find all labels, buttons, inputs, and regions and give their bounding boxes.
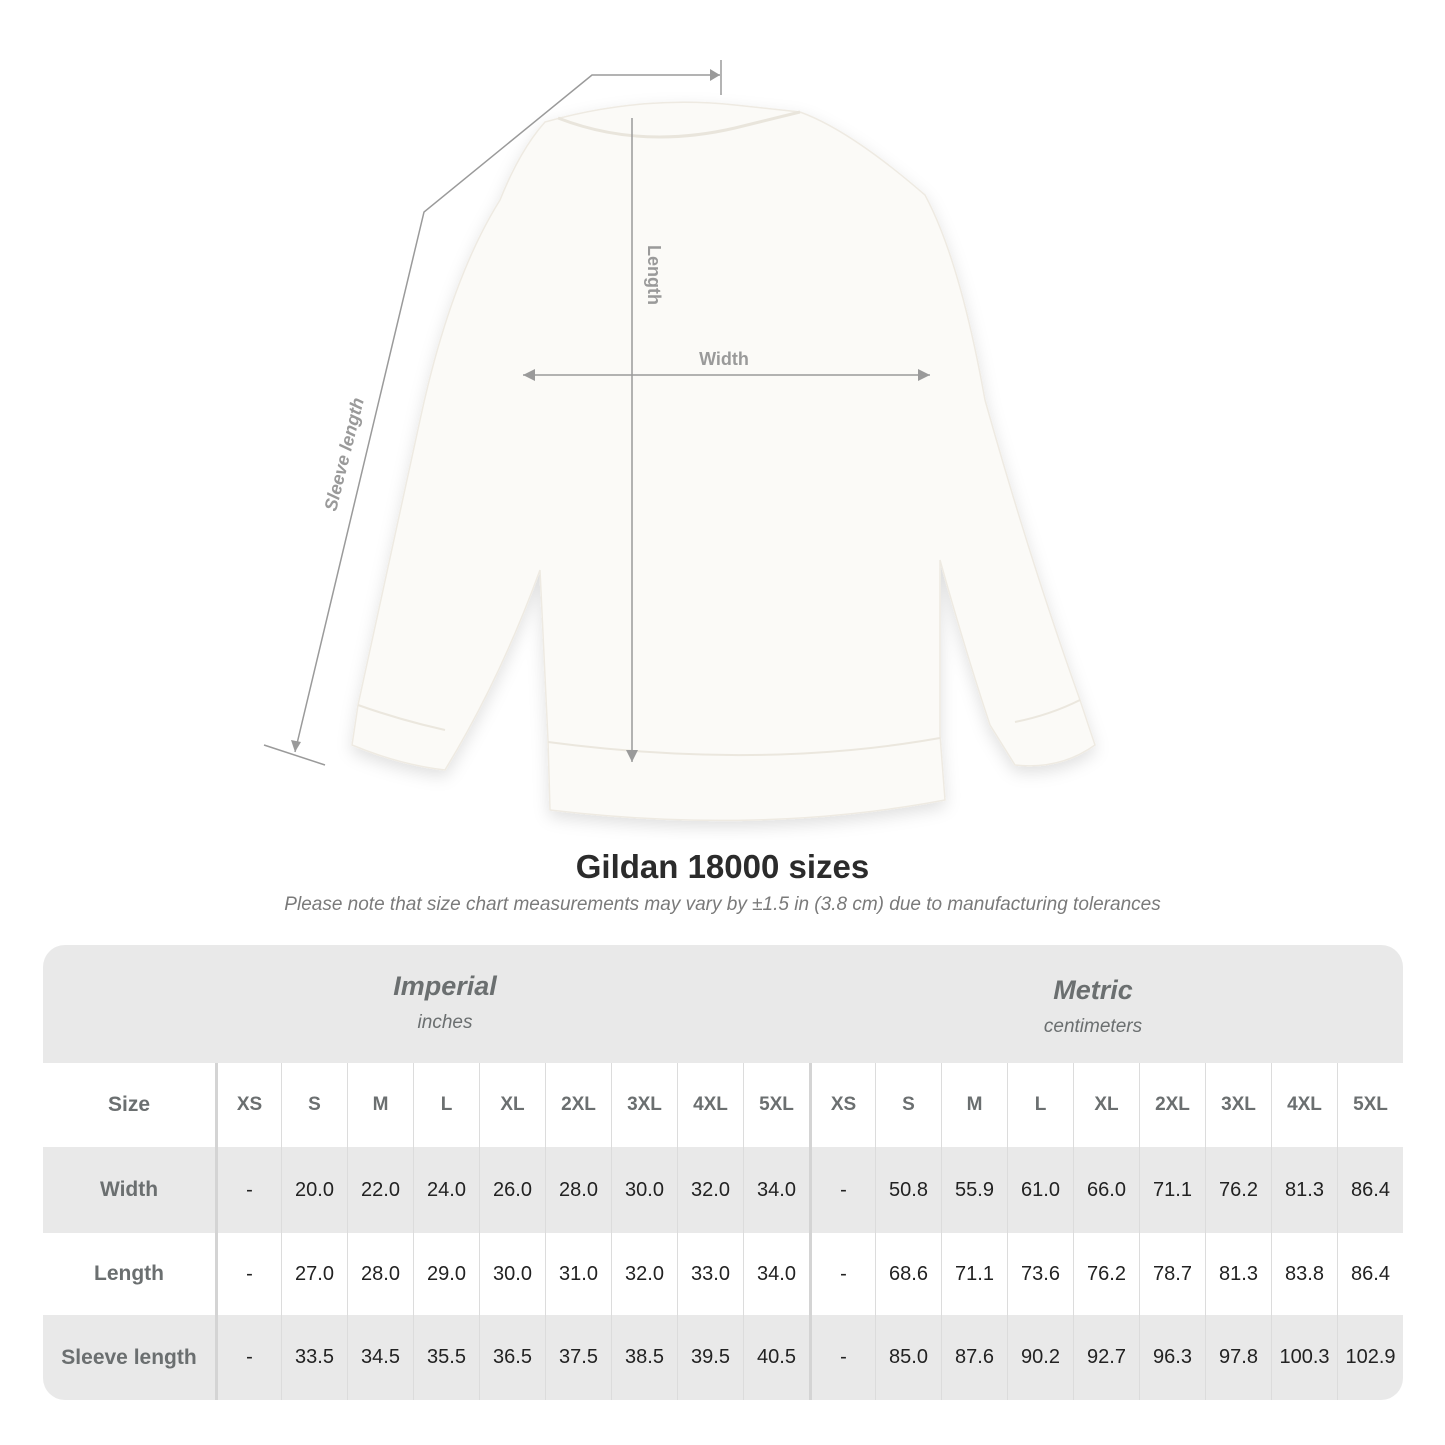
- table-cell: 68.6: [875, 1233, 941, 1315]
- table-cell: 92.7: [1073, 1315, 1139, 1400]
- table-cell: 35.5: [413, 1315, 479, 1400]
- length-label: Length: [644, 245, 664, 305]
- table-cell: 31.0: [545, 1233, 611, 1315]
- size-header-cell: XL: [479, 1063, 545, 1147]
- size-header-cell: M: [941, 1063, 1007, 1147]
- table-cell: 86.4: [1337, 1233, 1403, 1315]
- table-cell: -: [215, 1315, 281, 1400]
- table-cell: 28.0: [347, 1233, 413, 1315]
- size-header-cell: 4XL: [677, 1063, 743, 1147]
- size-header-cell: M: [347, 1063, 413, 1147]
- table-cell: 76.2: [1073, 1233, 1139, 1315]
- table-cell: 33.0: [677, 1233, 743, 1315]
- table-cell: 81.3: [1205, 1233, 1271, 1315]
- table-row: Width -20.0 22.0 24.0 26.0 28.0 30.0 32.0 34.0-5…: [43, 1147, 1403, 1233]
- table-cell: 32.0: [611, 1233, 677, 1315]
- size-header-cell: XS: [809, 1063, 875, 1147]
- table-cell: 66.0: [1073, 1147, 1139, 1233]
- table-row: Length -27.0 28.0 29.0 30.0 31.0 32.0 33.0 34.0-…: [43, 1233, 1403, 1315]
- table-cell: 26.0: [479, 1147, 545, 1233]
- row-label: Width: [99, 1178, 159, 1201]
- table-cell: 55.9: [941, 1147, 1007, 1233]
- table-cell: 33.5: [281, 1315, 347, 1400]
- size-header-cell: XS: [215, 1063, 281, 1147]
- size-header-row: Size XS S M L XL 2XL 3XL 4XL 5XL XS S M L XL 2XL 3XL 4XL 5…: [43, 1063, 1403, 1147]
- table-cell: 90.2: [1007, 1315, 1073, 1400]
- table-cell: 83.8: [1271, 1233, 1337, 1315]
- sleeve-length-label: Sleeve length: [320, 396, 367, 513]
- table-cell: -: [809, 1315, 875, 1400]
- sweatshirt-diagram: Length Width Sleeve length: [263, 60, 1096, 822]
- table-cell: -: [809, 1233, 875, 1315]
- tolerance-note: Please note that size chart measurements…: [284, 894, 1161, 915]
- table-cell: 50.8: [875, 1147, 941, 1233]
- imperial-unit: inches: [417, 1012, 473, 1033]
- size-header-cell: S: [875, 1063, 941, 1147]
- table-cell: -: [809, 1147, 875, 1233]
- size-table: Imperial inches Metric centimeters Size X…: [43, 945, 1403, 1400]
- size-header-cell: 5XL: [1337, 1063, 1403, 1147]
- measure-lines: [263, 60, 930, 766]
- table-cell: 34.0: [743, 1233, 809, 1315]
- arrowheads: [291, 69, 930, 762]
- table-cell: 97.8: [1205, 1315, 1271, 1400]
- table-cell: 30.0: [479, 1233, 545, 1315]
- page-title: Gildan 18000 sizes: [575, 848, 870, 885]
- table-cell: 87.6: [941, 1315, 1007, 1400]
- table-cell: 81.3: [1271, 1147, 1337, 1233]
- table-cell: -: [215, 1147, 281, 1233]
- row-label: Sleeve length: [61, 1345, 197, 1369]
- width-label: Width: [699, 349, 749, 369]
- table-cell: 30.0: [611, 1147, 677, 1233]
- size-header-cell: 4XL: [1271, 1063, 1337, 1147]
- table-cell: 86.4: [1337, 1147, 1403, 1233]
- table-cell: 73.6: [1007, 1233, 1073, 1315]
- table-cell: 61.0: [1007, 1147, 1073, 1233]
- size-header-cell: S: [281, 1063, 347, 1147]
- table-cell: 40.5: [743, 1315, 809, 1400]
- table-cell: -: [215, 1233, 281, 1315]
- table-cell: 34.0: [743, 1147, 809, 1233]
- size-header-cell: XL: [1073, 1063, 1139, 1147]
- table-cell: 20.0: [281, 1147, 347, 1233]
- size-header-cell: L: [1007, 1063, 1073, 1147]
- table-cell: 32.0: [677, 1147, 743, 1233]
- table-cell: 76.2: [1205, 1147, 1271, 1233]
- table-cell: 100.3: [1271, 1315, 1337, 1400]
- table-cell: 28.0: [545, 1147, 611, 1233]
- table-cell: 85.0: [875, 1315, 941, 1400]
- unit-header-band: [43, 945, 1403, 1063]
- table-cell: 29.0: [413, 1233, 479, 1315]
- table-cell: 34.5: [347, 1315, 413, 1400]
- size-header-cell: 5XL: [743, 1063, 809, 1147]
- table-cell: 39.5: [677, 1315, 743, 1400]
- table-cell: 102.9: [1337, 1315, 1403, 1400]
- table-row: Sleeve length -33.5 34.5 35.5 36.5 37.5 38.5 39…: [43, 1315, 1403, 1400]
- table-cell: 78.7: [1139, 1233, 1205, 1315]
- size-header-cell: 3XL: [1205, 1063, 1271, 1147]
- table-cell: 37.5: [545, 1315, 611, 1400]
- metric-header: Metric centimeters: [863, 975, 1323, 1038]
- row-label: Size: [107, 1093, 151, 1116]
- table-cell: 22.0: [347, 1147, 413, 1233]
- table-cell: 27.0: [281, 1233, 347, 1315]
- sweatshirt-image: [351, 101, 1096, 822]
- row-label: Length: [94, 1262, 164, 1285]
- table-cell: 71.1: [941, 1233, 1007, 1315]
- table-cell: 24.0: [413, 1147, 479, 1233]
- size-header-cell: 2XL: [545, 1063, 611, 1147]
- imperial-header: Imperial inches: [215, 971, 675, 1034]
- size-header-cell: L: [413, 1063, 479, 1147]
- metric-title: Metric: [1053, 975, 1133, 1005]
- table-cell: 38.5: [611, 1315, 677, 1400]
- table-cell: 71.1: [1139, 1147, 1205, 1233]
- size-header-cell: 2XL: [1139, 1063, 1205, 1147]
- table-cell: 96.3: [1139, 1315, 1205, 1400]
- imperial-title: Imperial: [393, 971, 497, 1001]
- size-header-cell: 3XL: [611, 1063, 677, 1147]
- table-cell: 36.5: [479, 1315, 545, 1400]
- metric-unit: centimeters: [1043, 1016, 1143, 1037]
